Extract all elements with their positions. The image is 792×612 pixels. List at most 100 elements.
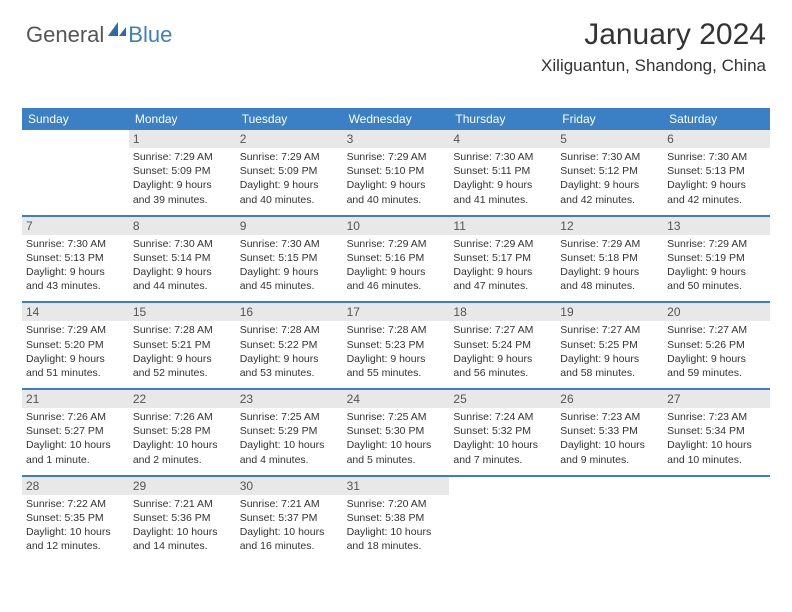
logo-sail-icon — [106, 20, 128, 43]
sunset-line: Sunset: 5:12 PM — [560, 164, 659, 178]
daylight-line: Daylight: 9 hours and 50 minutes. — [667, 265, 766, 293]
daynum-row: 27 — [663, 390, 770, 408]
day-header: Thursday — [449, 108, 556, 130]
daynum-row: 22 — [129, 390, 236, 408]
sunset-line: Sunset: 5:10 PM — [347, 164, 446, 178]
sunrise-line: Sunrise: 7:23 AM — [667, 410, 766, 424]
logo-text-general: General — [26, 22, 104, 48]
calendar-cell — [556, 477, 663, 560]
daynum-row: 6 — [663, 130, 770, 148]
logo: General Blue — [26, 22, 172, 48]
sunrise-line: Sunrise: 7:25 AM — [347, 410, 446, 424]
daynum-row: 9 — [236, 217, 343, 235]
sunset-line: Sunset: 5:21 PM — [133, 338, 232, 352]
calendar-cell: 26Sunrise: 7:23 AMSunset: 5:33 PMDayligh… — [556, 390, 663, 473]
calendar-cell: 3Sunrise: 7:29 AMSunset: 5:10 PMDaylight… — [343, 130, 450, 213]
daynum-row: 10 — [343, 217, 450, 235]
sunset-line: Sunset: 5:26 PM — [667, 338, 766, 352]
day-number: 23 — [240, 391, 253, 407]
daynum-row: 26 — [556, 390, 663, 408]
calendar-cell: 19Sunrise: 7:27 AMSunset: 5:25 PMDayligh… — [556, 303, 663, 386]
sunrise-line: Sunrise: 7:29 AM — [347, 237, 446, 251]
daynum-row: 12 — [556, 217, 663, 235]
daylight-line: Daylight: 9 hours and 53 minutes. — [240, 352, 339, 380]
calendar-cell: 9Sunrise: 7:30 AMSunset: 5:15 PMDaylight… — [236, 217, 343, 300]
daylight-line: Daylight: 9 hours and 42 minutes. — [560, 178, 659, 206]
sunset-line: Sunset: 5:24 PM — [453, 338, 552, 352]
day-number: 12 — [560, 218, 573, 234]
daylight-line: Daylight: 9 hours and 46 minutes. — [347, 265, 446, 293]
day-number: 18 — [453, 304, 466, 320]
daynum-row: 3 — [343, 130, 450, 148]
sunrise-line: Sunrise: 7:25 AM — [240, 410, 339, 424]
calendar-cell: 22Sunrise: 7:26 AMSunset: 5:28 PMDayligh… — [129, 390, 236, 473]
sunrise-line: Sunrise: 7:30 AM — [667, 150, 766, 164]
daynum-row: 31 — [343, 477, 450, 495]
daylight-line: Daylight: 9 hours and 42 minutes. — [667, 178, 766, 206]
daynum-row: 25 — [449, 390, 556, 408]
day-number: 22 — [133, 391, 146, 407]
sunset-line: Sunset: 5:35 PM — [26, 511, 125, 525]
sunrise-line: Sunrise: 7:24 AM — [453, 410, 552, 424]
day-header: Monday — [129, 108, 236, 130]
calendar-cell: 31 Sunrise: 7:20 AMSunset: 5:38 PMDayligh… — [343, 477, 450, 560]
sunset-line: Sunset: 5:11 PM — [453, 164, 552, 178]
sunrise-line: Sunrise: 7:30 AM — [453, 150, 552, 164]
logo-text-blue: Blue — [128, 22, 172, 48]
daylight-line: Daylight: 9 hours and 39 minutes. — [133, 178, 232, 206]
page-title: January 2024 — [541, 18, 766, 52]
sunset-line: Sunset: 5:32 PM — [453, 424, 552, 438]
sunrise-line: Sunrise: 7:29 AM — [240, 150, 339, 164]
day-number: 5 — [560, 131, 567, 147]
daylight-line: Daylight: 9 hours and 51 minutes. — [26, 352, 125, 380]
sunrise-line: Sunrise: 7:30 AM — [133, 237, 232, 251]
daylight-line: Daylight: 9 hours and 47 minutes. — [453, 265, 552, 293]
day-number: 20 — [667, 304, 680, 320]
sunset-line: Sunset: 5:15 PM — [240, 251, 339, 265]
day-number: 3 — [347, 131, 354, 147]
sunrise-line: Sunrise: 7:29 AM — [453, 237, 552, 251]
daynum-row: 14 — [22, 303, 129, 321]
sunset-line: Sunset: 5:38 PM — [347, 511, 446, 525]
daynum-row: 29 — [129, 477, 236, 495]
day-number: 16 — [240, 304, 253, 320]
daylight-line: Daylight: 10 hours and 10 minutes. — [667, 438, 766, 466]
sunrise-line: Sunrise: 7:26 AM — [133, 410, 232, 424]
calendar-cell: 20Sunrise: 7:27 AMSunset: 5:26 PMDayligh… — [663, 303, 770, 386]
calendar-cell: 25 Sunrise: 7:24 AMSunset: 5:32 PMDayligh… — [449, 390, 556, 473]
daylight-line: Daylight: 10 hours and 4 minutes. — [240, 438, 339, 466]
daynum-row: 18 — [449, 303, 556, 321]
daynum-row: 2 — [236, 130, 343, 148]
daylight-line: Daylight: 9 hours and 59 minutes. — [667, 352, 766, 380]
day-number: 1 — [133, 131, 140, 147]
daylight-line: Daylight: 10 hours and 18 minutes. — [347, 525, 446, 553]
header-right: January 2024 Xiliguantun, Shandong, Chin… — [541, 18, 766, 76]
day-header: Wednesday — [343, 108, 450, 130]
daylight-line: Daylight: 10 hours and 16 minutes. — [240, 525, 339, 553]
sunset-line: Sunset: 5:22 PM — [240, 338, 339, 352]
daynum-row: 24 — [343, 390, 450, 408]
daylight-line: Daylight: 10 hours and 7 minutes. — [453, 438, 552, 466]
sunrise-line: Sunrise: 7:21 AM — [240, 497, 339, 511]
sunrise-line: Sunrise: 7:29 AM — [560, 237, 659, 251]
daynum-row: 21 — [22, 390, 129, 408]
day-number: 29 — [133, 478, 146, 494]
sunrise-line: Sunrise: 7:20 AM — [347, 497, 446, 511]
sunrise-line: Sunrise: 7:27 AM — [453, 323, 552, 337]
sunset-line: Sunset: 5:37 PM — [240, 511, 339, 525]
calendar-cell: 1Sunrise: 7:29 AMSunset: 5:09 PMDaylight… — [129, 130, 236, 213]
calendar-cell: 6Sunrise: 7:30 AMSunset: 5:13 PMDaylight… — [663, 130, 770, 213]
day-number: 26 — [560, 391, 573, 407]
day-number: 25 — [453, 391, 466, 407]
sunset-line: Sunset: 5:18 PM — [560, 251, 659, 265]
day-number: 13 — [667, 218, 680, 234]
day-number: 10 — [347, 218, 360, 234]
calendar-cell: 17Sunrise: 7:28 AMSunset: 5:23 PMDayligh… — [343, 303, 450, 386]
sunrise-line: Sunrise: 7:27 AM — [560, 323, 659, 337]
daylight-line: Daylight: 10 hours and 1 minute. — [26, 438, 125, 466]
sunset-line: Sunset: 5:13 PM — [26, 251, 125, 265]
sunset-line: Sunset: 5:09 PM — [133, 164, 232, 178]
calendar-cell: 2Sunrise: 7:29 AMSunset: 5:09 PMDaylight… — [236, 130, 343, 213]
calendar-cell: 27Sunrise: 7:23 AMSunset: 5:34 PMDayligh… — [663, 390, 770, 473]
day-number: 27 — [667, 391, 680, 407]
